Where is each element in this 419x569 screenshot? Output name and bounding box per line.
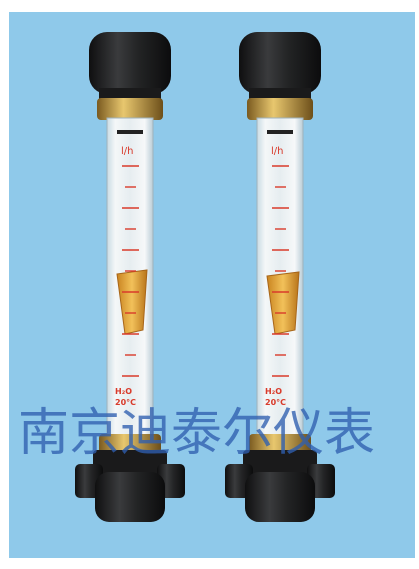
medium-label: H₂O bbox=[115, 387, 132, 396]
temperature-label: 20°C bbox=[115, 398, 136, 407]
flowmeter-right: l/h H₂O 20°C bbox=[225, 32, 335, 522]
medium-label: H₂O bbox=[265, 387, 282, 396]
temperature-label: 20°C bbox=[265, 398, 286, 407]
flowmeter-photo: l/h H₂O 20°C bbox=[9, 12, 415, 558]
watermark-text: 南京迪泰尔仪表 bbox=[18, 404, 376, 463]
flowmeter-left: l/h H₂O 20°C bbox=[75, 32, 185, 522]
unit-label: l/h bbox=[121, 146, 134, 157]
unit-label: l/h bbox=[271, 146, 284, 157]
flowmeter-illustration: l/h H₂O 20°C bbox=[75, 32, 335, 522]
